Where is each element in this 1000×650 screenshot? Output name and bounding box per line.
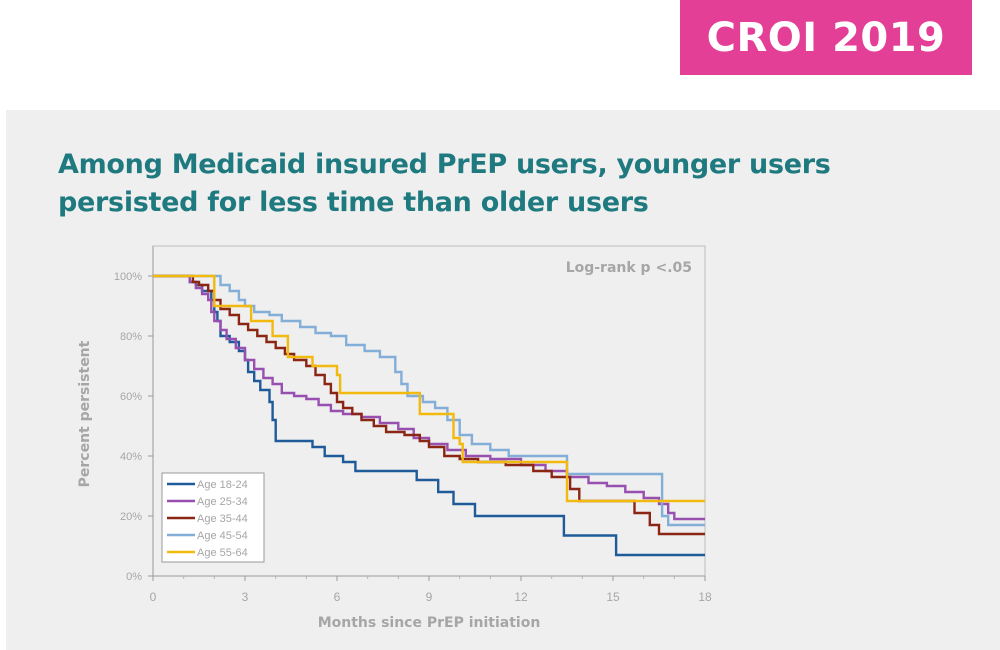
y-tick-label: 20% <box>120 511 142 523</box>
series-line-age-55-64 <box>153 274 705 503</box>
x-tick-label: 6 <box>334 590 341 604</box>
logrank-annotation: Log-rank p <.05 <box>566 260 692 276</box>
legend-label: Age 45-54 <box>197 530 248 542</box>
y-tick-label: 80% <box>120 331 142 343</box>
series-line-age-35-44 <box>153 274 705 536</box>
legend-label: Age 55-64 <box>197 547 248 559</box>
conference-badge: CROI 2019 <box>680 0 972 75</box>
y-axis-title: Percent persistent <box>77 340 93 487</box>
legend-label: Age 18-24 <box>197 479 248 491</box>
legend-label: Age 25-34 <box>197 496 248 508</box>
y-tick-label: 100% <box>114 271 142 283</box>
y-tick-label: 40% <box>120 451 142 463</box>
km-chart: 0% 20% 40% 60% 80% 100% 0 3 6 9 12 15 18 Months since… <box>77 245 712 631</box>
slide-title: Among Medicaid insured PrEP users, young… <box>58 149 831 218</box>
x-tick-label: 15 <box>606 590 620 604</box>
series-line-age-25-34 <box>153 274 705 521</box>
legend-label: Age 35-44 <box>197 513 248 525</box>
slide-panel: Among Medicaid insured PrEP users, young… <box>6 110 1000 650</box>
x-tick-label: 3 <box>242 590 249 604</box>
x-tick-label: 9 <box>426 590 433 604</box>
x-tick-label: 12 <box>514 590 528 604</box>
y-tick-label: 0% <box>126 571 142 583</box>
x-axis-title: Months since PrEP initiation <box>318 615 541 631</box>
x-tick-label: 0 <box>150 590 157 604</box>
y-tick-label: 60% <box>120 391 142 403</box>
x-tick-label: 18 <box>698 590 712 604</box>
